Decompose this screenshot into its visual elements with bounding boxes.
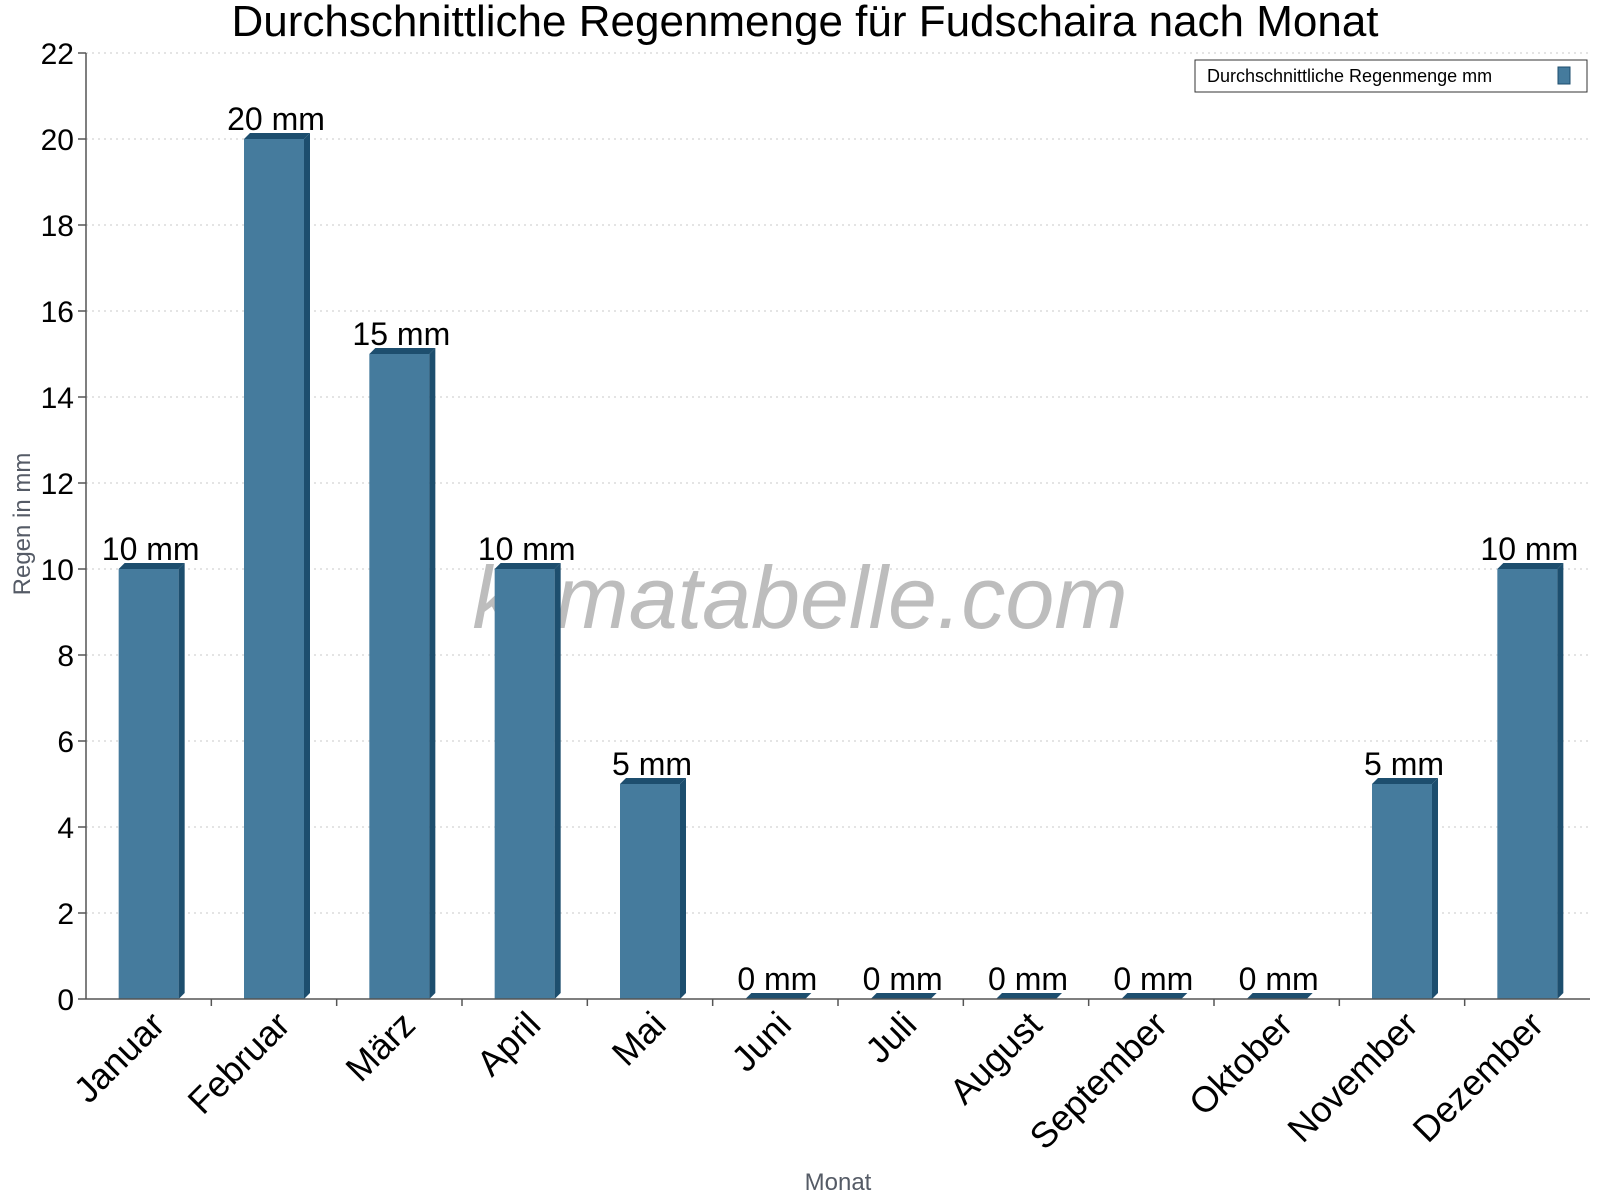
bar-top xyxy=(1372,778,1438,784)
data-label: 0 mm xyxy=(863,961,943,997)
x-tick-label: September xyxy=(1021,1004,1175,1158)
bar-top xyxy=(745,993,812,999)
bar-top xyxy=(996,993,1062,999)
legend: Durchschnittliche Regenmenge mm xyxy=(1194,59,1588,93)
y-tick-label: 6 xyxy=(57,726,74,759)
bar-top xyxy=(118,563,185,569)
x-tick-label: Juli xyxy=(857,1004,924,1071)
bar-series xyxy=(118,133,1564,999)
x-tick-label: Dezember xyxy=(1405,1004,1551,1150)
x-axis-ticks: Januar Februar März April Mai Juni Juli AugustS… xyxy=(65,999,1551,1157)
x-tick-label: Februar xyxy=(180,1004,298,1122)
data-label: 20 mm xyxy=(227,101,325,137)
data-label: 0 mm xyxy=(1239,961,1319,997)
bar-front xyxy=(118,569,179,999)
bar-front xyxy=(244,139,304,999)
y-tick-label: 0 xyxy=(57,984,74,1017)
data-label: 5 mm xyxy=(1364,746,1444,782)
legend-swatch xyxy=(1557,66,1571,85)
bar-front xyxy=(1497,569,1558,999)
x-tick-label: Juni xyxy=(723,1004,799,1080)
chart-title: Durchschnittliche Regenmenge für Fudscha… xyxy=(231,0,1378,46)
legend-label: Durchschnittliche Regenmenge mm xyxy=(1207,66,1492,86)
y-tick-label: 14 xyxy=(41,382,74,415)
y-tick-label: 8 xyxy=(57,640,74,673)
y-tick-label: 4 xyxy=(57,812,74,845)
bar-top xyxy=(1121,993,1188,999)
bar-side xyxy=(1557,563,1564,999)
bar-top xyxy=(1497,563,1564,569)
bar xyxy=(369,348,436,999)
y-axis-ticks: 0 2 4 6 8 10 12 14 16 18 20 22 xyxy=(41,38,86,1017)
bar xyxy=(870,993,937,999)
bar-top xyxy=(369,348,436,354)
bar xyxy=(1121,993,1188,999)
bar xyxy=(118,563,185,999)
bar-front xyxy=(494,569,555,999)
x-axis-label: Monat xyxy=(805,1169,872,1196)
data-label: 0 mm xyxy=(737,961,817,997)
y-tick-label: 10 xyxy=(41,554,74,587)
bar xyxy=(494,563,561,999)
data-label: 10 mm xyxy=(1480,531,1578,567)
data-label: 10 mm xyxy=(478,531,576,567)
x-tick-label: April xyxy=(468,1004,548,1084)
bar-front xyxy=(369,354,430,999)
bar-top xyxy=(1246,993,1313,999)
bar-top xyxy=(494,563,561,569)
bar-side xyxy=(554,563,561,999)
bar-side xyxy=(1432,778,1438,999)
data-label: 0 mm xyxy=(1113,961,1193,997)
bar xyxy=(1497,563,1564,999)
grid-lines xyxy=(86,52,1590,914)
bar-top xyxy=(244,133,310,139)
x-tick-label: August xyxy=(941,1004,1049,1112)
data-label: 10 mm xyxy=(102,531,200,567)
bar-side xyxy=(178,563,185,999)
y-tick-label: 2 xyxy=(57,898,74,931)
bar-front xyxy=(620,784,680,999)
bar-top xyxy=(870,993,937,999)
data-labels: 10 mm 20 mm 15 mm 10 mm 5 mm 0 mm 0 mm 0 mm 0 mm… xyxy=(102,101,1578,997)
x-tick-label: Mai xyxy=(604,1004,674,1074)
y-tick-label: 20 xyxy=(41,124,74,157)
bar-side xyxy=(429,348,436,999)
y-tick-label: 16 xyxy=(41,296,74,329)
x-tick-label: November xyxy=(1279,1004,1425,1150)
x-tick-label: Januar xyxy=(65,1004,172,1111)
bar-side xyxy=(680,778,686,999)
bar-top xyxy=(620,778,686,784)
y-tick-label: 12 xyxy=(41,468,74,501)
bar-front xyxy=(1372,784,1432,999)
legend-box xyxy=(1194,59,1588,93)
x-tick-label: Oktober xyxy=(1181,1004,1301,1124)
x-tick-label: März xyxy=(337,1004,423,1090)
bar xyxy=(1372,778,1438,999)
bar-side xyxy=(304,133,310,999)
bar xyxy=(996,993,1062,999)
bar xyxy=(1246,993,1313,999)
bar xyxy=(745,993,812,999)
bar xyxy=(244,133,310,999)
data-label: 15 mm xyxy=(352,316,450,352)
y-axis-label: Regen in mm xyxy=(9,453,36,596)
y-tick-label: 18 xyxy=(41,210,74,243)
data-label: 5 mm xyxy=(612,746,692,782)
watermark-text: klimatabelle.com xyxy=(472,548,1127,647)
data-label: 0 mm xyxy=(988,961,1068,997)
bar xyxy=(620,778,686,999)
y-tick-label: 22 xyxy=(41,38,74,71)
